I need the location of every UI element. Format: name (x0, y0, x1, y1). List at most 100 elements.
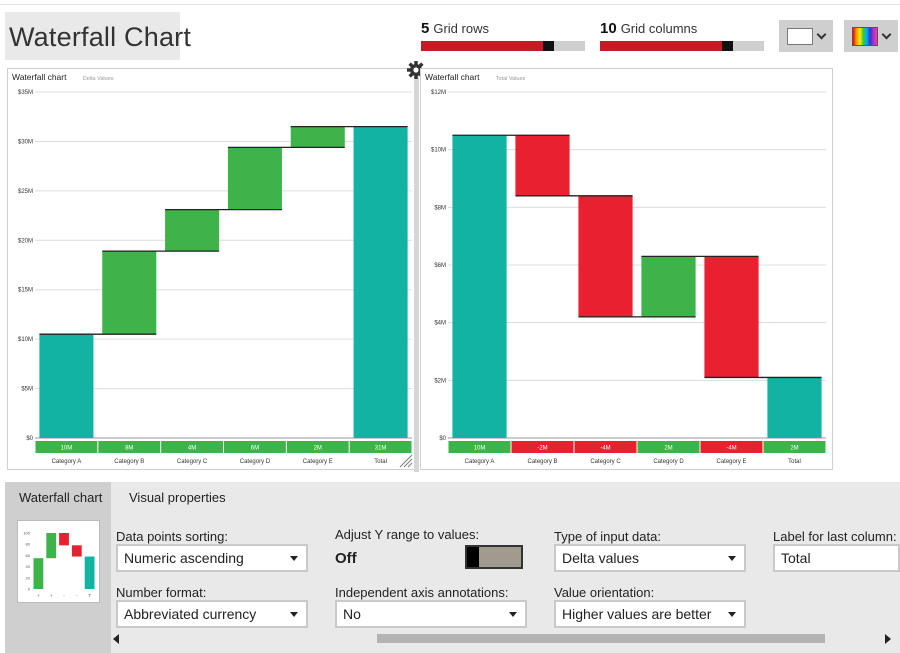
value-label: 10M (61, 446, 73, 452)
background-color-dropdown[interactable] (779, 20, 833, 52)
category-label: Category A (465, 459, 495, 465)
waterfall-bar (641, 256, 696, 317)
axis-annotations-select[interactable]: No (335, 600, 527, 628)
rainbow-palette-icon (852, 27, 878, 46)
category-label: Category B (527, 459, 557, 465)
thumb-bar (84, 556, 95, 589)
category-label: Total (788, 459, 801, 465)
thumb-x-tick: - (63, 593, 65, 598)
value-label-box (637, 441, 700, 453)
waterfall-bar (290, 126, 345, 148)
scroll-left-icon[interactable] (113, 634, 119, 644)
scrollbar-thumb[interactable] (377, 634, 825, 643)
category-label: Category D (653, 459, 684, 465)
orientation-select[interactable]: Higher values are better (554, 600, 746, 628)
thumb-bar (46, 533, 57, 559)
thumb-x-tick: - (76, 593, 78, 598)
dropdown-arrow-icon (290, 556, 298, 561)
chevron-down-icon (816, 29, 827, 40)
page-title: Waterfall Chart (5, 12, 191, 60)
value-label: 2M (314, 446, 322, 452)
thumb-y-tick: 60 (26, 553, 31, 558)
value-label-box (448, 441, 511, 453)
sorting-select[interactable]: Numeric ascending (116, 544, 308, 572)
value-label-box (574, 441, 637, 453)
value-label-box (763, 441, 826, 453)
value-label: -4M (726, 446, 736, 452)
grid-columns-slider-thumb[interactable] (722, 41, 733, 51)
grid-rows-slider-thumb[interactable] (543, 41, 554, 51)
value-label-box (349, 441, 412, 453)
delta-chart-panel[interactable]: Waterfall chart Delta Values $0 $5M $10M $15M… (7, 68, 415, 470)
category-label: Category E (303, 459, 333, 465)
waterfall-bar (39, 334, 94, 438)
category-label: Category A (52, 459, 82, 465)
grip-line (403, 458, 413, 468)
resize-grip-icon (399, 454, 413, 468)
thumb-y-tick: 80 (26, 542, 31, 547)
grid-columns-slider[interactable] (600, 41, 764, 51)
grip-line (407, 462, 413, 468)
thumbnail-chart: 100 80 60 40 20 0 + + - - T (23, 531, 95, 598)
y-tick-label: $0 (439, 436, 446, 442)
waterfall-bar (165, 209, 220, 252)
waterfall-bar (353, 126, 408, 438)
properties-panel: Waterfall chart Visual properties 100 80 6… (5, 482, 900, 653)
waterfall-bar (704, 256, 759, 378)
scroll-right-icon[interactable] (885, 634, 891, 644)
gear-icon[interactable] (406, 60, 426, 80)
value-label: -2M (537, 446, 547, 452)
adjust-y-toggle[interactable] (465, 545, 523, 569)
adjust-y-value: Off (335, 550, 357, 567)
y-tick-label: $4M (434, 321, 446, 327)
value-label-box (286, 441, 349, 453)
thumb-y-tick: 40 (26, 564, 31, 569)
white-swatch-icon (787, 28, 813, 45)
last-column-input[interactable]: Total (773, 544, 900, 572)
value-label: 2M (790, 446, 798, 452)
waterfall-thumbnail[interactable]: 100 80 60 40 20 0 + + - - T (17, 520, 100, 603)
grid-rows-value: 5 (421, 20, 430, 37)
grid-columns-label: 10 Grid columns (600, 20, 764, 37)
number-format-select[interactable]: Abbreviated currency (116, 600, 308, 628)
y-tick-label: $15M (18, 288, 33, 294)
grid-columns-slider-fill (600, 41, 722, 51)
total-chart-panel[interactable]: Waterfall chart Total Values $0 $2M $4M $6M $8… (420, 68, 833, 470)
horizontal-scrollbar[interactable] (111, 632, 895, 646)
category-label: Category D (240, 459, 271, 465)
y-tick-label: $10M (18, 337, 33, 343)
input-type-select[interactable]: Delta values (554, 544, 746, 572)
value-label: 4M (188, 446, 196, 452)
value-label: -4M (600, 446, 610, 452)
orientation-value: Higher values are better (562, 606, 712, 622)
y-tick-label: $12M (431, 90, 446, 96)
grid-rows-control: 5 Grid rows (421, 20, 585, 54)
y-tick-label: $0 (26, 436, 33, 442)
thumb-bar (71, 545, 82, 557)
value-label: 31M (375, 446, 387, 452)
waterfall-bar (452, 135, 507, 438)
chart-subtitle: Total Values (496, 76, 526, 82)
adjust-y-label: Adjust Y range to values: (335, 527, 480, 542)
category-label: Category B (114, 459, 144, 465)
thumb-y-tick: 20 (26, 575, 31, 580)
last-column-label: Label for last column: (773, 529, 897, 544)
dropdown-arrow-icon (728, 612, 736, 617)
grid-columns-text: Grid columns (620, 21, 698, 36)
thumb-y-tick: 100 (23, 531, 30, 536)
grid-rows-slider[interactable] (421, 41, 585, 51)
grid-columns-value: 10 (600, 20, 617, 37)
value-label: 2M (664, 446, 672, 452)
value-label-box (224, 441, 286, 453)
dropdown-arrow-icon (728, 556, 736, 561)
waterfall-bar (578, 195, 633, 317)
category-label: Category C (177, 459, 208, 465)
panel-splitter[interactable] (414, 66, 419, 472)
value-label: 6M (251, 446, 259, 452)
palette-dropdown[interactable] (844, 20, 898, 52)
chart-title: Waterfall chart (12, 72, 67, 82)
value-label-box (98, 441, 161, 453)
tab-waterfall-chart[interactable]: Waterfall chart (5, 482, 111, 512)
grid-columns-control: 10 Grid columns (600, 20, 764, 54)
tab-visual-properties[interactable]: Visual properties (129, 490, 226, 505)
